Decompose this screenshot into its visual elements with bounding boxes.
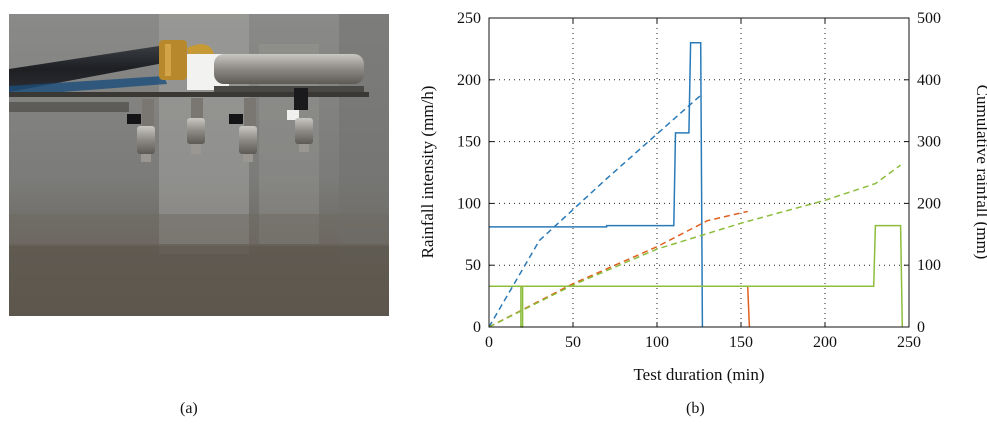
y2-axis-title: Cumulative rainfall (mm) — [973, 85, 987, 260]
x-tick-label: 250 — [897, 334, 921, 351]
y2-tick-label: 100 — [917, 257, 941, 274]
series-line-6 — [488, 164, 902, 328]
y-axis-title: Rainfall intensity (mm/h) — [418, 86, 437, 259]
axis-ticks — [488, 17, 910, 328]
grid-lines — [489, 18, 909, 327]
y-tick-label: 200 — [457, 72, 481, 89]
y-tick-label: 100 — [457, 195, 481, 212]
y-tick-label: 0 — [473, 319, 481, 336]
y-tick-label: 50 — [465, 257, 481, 274]
nozzle-photo-illustration — [9, 14, 389, 316]
nozzle-3-illustration — [229, 98, 257, 162]
nozzle-1-illustration — [127, 99, 155, 162]
nozzle-4-illustration — [287, 88, 313, 152]
rainfall-simulator-photo — [9, 14, 389, 316]
caption-a: (a) — [180, 400, 198, 417]
y2-tick-label: 200 — [917, 195, 941, 212]
x-axis-title: Test duration (min) — [633, 365, 764, 384]
y-tick-label: 250 — [457, 10, 481, 27]
x-tick-label: 100 — [645, 334, 669, 351]
nozzle-2-illustration — [187, 98, 205, 154]
x-tick-label: 0 — [485, 334, 493, 351]
y2-tick-label: 300 — [917, 134, 941, 151]
x-tick-label: 150 — [729, 334, 753, 351]
y2-tick-label: 400 — [917, 72, 941, 89]
y2-tick-label: 500 — [917, 10, 941, 27]
y-tick-label: 150 — [457, 134, 481, 151]
x-tick-label: 50 — [565, 334, 581, 351]
series-lines — [488, 41, 904, 328]
plot-frame — [488, 17, 910, 328]
series-line-2 — [488, 94, 702, 328]
series-line-1 — [489, 41, 704, 328]
x-tick-label: 200 — [813, 334, 837, 351]
caption-b: (b) — [686, 400, 705, 417]
series-line-5 — [489, 224, 904, 328]
tick-labels: 0 50 100 150 200 2500501001502002500100200300… — [457, 10, 941, 351]
series-line-4 — [488, 210, 748, 328]
y2-tick-label: 0 — [917, 319, 925, 336]
